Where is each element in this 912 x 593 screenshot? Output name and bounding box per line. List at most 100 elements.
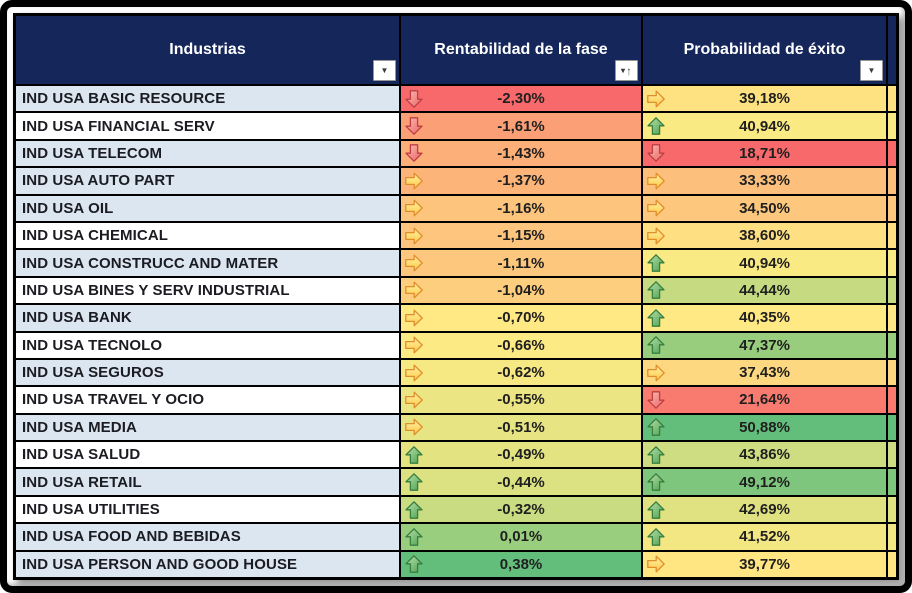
probabilidad-cell[interactable]: 40,94% (643, 113, 888, 139)
rentabilidad-cell[interactable]: 0,38% (401, 551, 643, 578)
probabilidad-value: 37,43% (739, 364, 790, 382)
probabilidad-value: 18,71% (739, 144, 790, 162)
industry-cell[interactable]: IND USA RETAIL (16, 469, 401, 495)
probabilidad-value: 49,12% (739, 473, 790, 491)
probabilidad-value: 33,33% (739, 172, 790, 190)
probabilidad-cell[interactable]: 21,64% (643, 387, 888, 413)
header-cell-probabilidad[interactable]: Probabilidad de éxito ▼ (643, 16, 888, 84)
rentabilidad-cell[interactable]: -1,37% (401, 168, 643, 194)
industry-cell[interactable]: IND USA UTILITIES (16, 496, 401, 523)
right-arrow-icon (405, 336, 423, 354)
industry-label: IND USA PERSON AND GOOD HOUSE (22, 555, 298, 573)
industry-cell[interactable]: IND USA BANK (16, 305, 401, 331)
table-row: IND USA SALUD -0,49% 43,86% (16, 442, 896, 470)
industry-cell[interactable]: IND USA PERSON AND GOOD HOUSE (16, 551, 401, 578)
right-arrow-icon (647, 364, 665, 382)
cutoff-column-cell (888, 387, 896, 413)
rentabilidad-cell[interactable]: -1,61% (401, 113, 643, 139)
industry-cell[interactable]: IND USA TECNOLO (16, 332, 401, 358)
rentabilidad-cell[interactable]: -0,55% (401, 387, 643, 413)
up-arrow-icon (647, 117, 665, 135)
header-cell-cutoff-column (888, 16, 896, 84)
cutoff-column-cell (888, 551, 896, 578)
industry-cell[interactable]: IND USA SALUD (16, 442, 401, 468)
probabilidad-cell[interactable]: 49,12% (643, 469, 888, 495)
table-row: IND USA TRAVEL Y OCIO -0,55% 21,64% (16, 387, 896, 415)
industry-cell[interactable]: IND USA FINANCIAL SERV (16, 113, 401, 139)
rentabilidad-cell[interactable]: -0,49% (401, 442, 643, 468)
rentabilidad-value: -1,37% (497, 172, 545, 190)
rentabilidad-cell[interactable]: -0,70% (401, 305, 643, 331)
probabilidad-cell[interactable]: 33,33% (643, 168, 888, 194)
probabilidad-cell[interactable]: 41,52% (643, 524, 888, 550)
up-arrow-icon (647, 473, 665, 492)
probabilidad-cell[interactable]: 40,94% (643, 250, 888, 276)
probabilidad-cell[interactable]: 50,88% (643, 414, 888, 441)
industry-cell[interactable]: IND USA FOOD AND BEBIDAS (16, 524, 401, 550)
right-arrow-icon (405, 172, 423, 190)
dropdown-arrow-icon[interactable]: ▼ (373, 60, 396, 81)
probabilidad-cell[interactable]: 37,43% (643, 359, 888, 386)
rentabilidad-cell[interactable]: -0,66% (401, 332, 643, 358)
industry-label: IND USA FINANCIAL SERV (22, 117, 215, 135)
rentabilidad-cell[interactable]: -1,43% (401, 140, 643, 167)
industry-cell[interactable]: IND USA OIL (16, 195, 401, 221)
industry-label: IND USA OIL (22, 199, 114, 217)
header-cell-industrias[interactable]: Industrias ▼ (16, 16, 401, 84)
rentabilidad-value: -1,15% (497, 227, 545, 245)
right-arrow-icon (405, 391, 423, 409)
probabilidad-cell[interactable]: 38,60% (643, 222, 888, 249)
up-arrow-icon (647, 418, 665, 437)
table-row: IND USA CHEMICAL -1,15% 38,60% (16, 222, 896, 251)
rentabilidad-cell[interactable]: -0,62% (401, 359, 643, 386)
probabilidad-cell[interactable]: 47,37% (643, 332, 888, 358)
industry-cell[interactable]: IND USA CHEMICAL (16, 222, 401, 249)
rentabilidad-value: -1,04% (497, 281, 545, 299)
column-title-probabilidad: Probabilidad de éxito (683, 41, 846, 58)
up-arrow-icon (647, 445, 665, 464)
industry-cell[interactable]: IND USA TRAVEL Y OCIO (16, 387, 401, 413)
industry-cell[interactable]: IND USA BINES Y SERV INDUSTRIAL (16, 277, 401, 304)
industry-cell[interactable]: IND USA AUTO PART (16, 168, 401, 194)
header-cell-rentabilidad[interactable]: Rentabilidad de la fase ▾ ↑ (401, 16, 643, 84)
up-arrow-icon (647, 308, 665, 327)
rentabilidad-cell[interactable]: -0,44% (401, 469, 643, 495)
industry-cell[interactable]: IND USA TELECOM (16, 140, 401, 167)
rentabilidad-value: -1,16% (497, 199, 545, 217)
industry-cell[interactable]: IND USA CONSTRUCC AND MATER (16, 250, 401, 276)
rentabilidad-cell[interactable]: -0,51% (401, 414, 643, 441)
probabilidad-cell[interactable]: 43,86% (643, 442, 888, 468)
dropdown-arrow-icon[interactable]: ▼ (860, 60, 883, 81)
up-arrow-icon (405, 500, 423, 519)
cutoff-column-cell (888, 332, 896, 358)
rentabilidad-cell[interactable]: -0,32% (401, 496, 643, 523)
rentabilidad-value: -1,61% (497, 117, 545, 135)
cutoff-column-cell (888, 86, 896, 112)
up-arrow-icon (647, 254, 665, 272)
probabilidad-cell[interactable]: 39,18% (643, 86, 888, 112)
cutoff-column-cell (888, 277, 896, 304)
rentabilidad-cell[interactable]: -1,04% (401, 277, 643, 304)
rentabilidad-cell[interactable]: 0,01% (401, 524, 643, 550)
industry-cell[interactable]: IND USA MEDIA (16, 414, 401, 441)
probabilidad-cell[interactable]: 34,50% (643, 195, 888, 221)
probabilidad-cell[interactable]: 42,69% (643, 496, 888, 523)
sorted-ascending-filter-icon[interactable]: ▾ ↑ (615, 60, 638, 81)
probabilidad-cell[interactable]: 40,35% (643, 305, 888, 331)
probabilidad-value: 43,86% (739, 446, 790, 464)
cutoff-column-cell (888, 195, 896, 221)
probabilidad-cell[interactable]: 39,77% (643, 551, 888, 578)
rentabilidad-cell[interactable]: -1,11% (401, 250, 643, 276)
industry-cell[interactable]: IND USA SEGUROS (16, 359, 401, 386)
industry-label: IND USA RETAIL (22, 473, 142, 491)
table-row: IND USA PERSON AND GOOD HOUSE 0,38% 39,7… (16, 551, 896, 578)
industry-cell[interactable]: IND USA BASIC RESOURCE (16, 86, 401, 112)
probabilidad-cell[interactable]: 44,44% (643, 277, 888, 304)
rentabilidad-cell[interactable]: -2,30% (401, 86, 643, 112)
rentabilidad-cell[interactable]: -1,16% (401, 195, 643, 221)
right-arrow-icon (405, 199, 423, 217)
probabilidad-value: 40,35% (739, 309, 790, 327)
rentabilidad-value: -0,49% (497, 446, 545, 464)
rentabilidad-cell[interactable]: -1,15% (401, 222, 643, 249)
probabilidad-cell[interactable]: 18,71% (643, 140, 888, 167)
